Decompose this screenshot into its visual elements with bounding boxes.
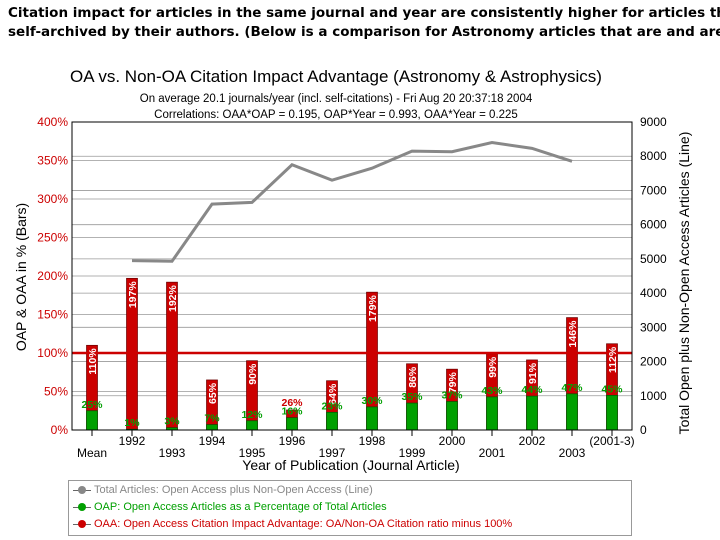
axes: 0% 50% 100% 150% 200% 250% 300% 350% 400% 0 1000 20… <box>37 115 667 460</box>
oap-data-label: 3% <box>164 416 180 428</box>
y-tick-left: 400% <box>37 115 68 129</box>
legend-label-total: Total Articles: Open Access plus Non-Ope… <box>94 483 373 496</box>
y-tick-right: 1000 <box>640 389 667 403</box>
x-tick-label: 2001 <box>479 446 506 460</box>
oap-data-label: 43% <box>481 385 503 397</box>
oap-data-label: 1% <box>124 417 140 429</box>
y-tick-left: 250% <box>37 231 68 245</box>
y-tick-left: 300% <box>37 192 68 206</box>
headline-line-2: self-archived by their authors. (Below i… <box>8 24 720 40</box>
oap-data-label: 47% <box>561 382 583 394</box>
legend-swatch-oaa <box>73 518 91 530</box>
x-tick-label: 1997 <box>319 446 346 460</box>
x-tick-label: 1993 <box>159 446 186 460</box>
legend-label-oap: OAP: Open Access Articles as a Percentag… <box>94 500 387 513</box>
legend: Total Articles: Open Access plus Non-Ope… <box>68 480 632 536</box>
y-tick-right: 0 <box>640 423 647 437</box>
oap-bar <box>406 402 418 431</box>
legend-item-oap: OAP: Open Access Articles as a Percentag… <box>69 498 631 515</box>
legend-item-oaa: OAA: Open Access Citation Impact Advanta… <box>69 515 631 532</box>
y-tick-right: 8000 <box>640 149 667 163</box>
oap-bar <box>366 406 378 431</box>
chart-title: OA vs. Non-OA Citation Impact Advantage … <box>70 67 602 86</box>
oaa-data-label: 197% <box>127 281 139 309</box>
chart-subtitle-1: On average 20.1 journals/year (incl. sel… <box>140 93 533 105</box>
oap-data-label: 44% <box>521 384 543 396</box>
x-tick-label: 2000 <box>439 434 466 448</box>
oap-data-label: 37% <box>441 390 463 402</box>
y-tick-left: 100% <box>37 346 68 360</box>
oaa-data-label: 112% <box>607 346 619 373</box>
y-tick-right: 2000 <box>640 355 667 369</box>
oaa-data-label: 26% <box>281 397 303 409</box>
oaa-data-label: 79% <box>447 372 459 394</box>
oaa-data-label: 99% <box>487 356 499 378</box>
x-tick-label: 1999 <box>399 446 426 460</box>
oap-data-label: 35% <box>401 391 423 403</box>
x-tick-label: (2001-3) <box>589 434 634 448</box>
oap-data-label: 23% <box>321 400 343 412</box>
y-tick-right: 5000 <box>640 252 667 266</box>
legend-item-total: Total Articles: Open Access plus Non-Ope… <box>69 481 631 498</box>
legend-swatch-oap <box>73 501 91 513</box>
x-axis-label: Year of Publication (Journal Article) <box>242 457 459 473</box>
oaa-data-label: 192% <box>167 285 179 313</box>
oap-bar <box>246 420 258 431</box>
oap-bar <box>446 401 458 431</box>
oap-data-label: 25% <box>81 399 103 411</box>
total-articles-polyline <box>131 141 573 263</box>
oaa-data-label: 146% <box>567 320 579 348</box>
oap-bar <box>326 411 338 431</box>
x-tick-label: 1998 <box>359 434 386 448</box>
y-tick-left: 50% <box>44 385 68 399</box>
x-tick-label: 2002 <box>519 434 546 448</box>
y-tick-right: 9000 <box>640 115 667 129</box>
oap-bar <box>206 424 218 431</box>
oaa-data-label: 64% <box>327 383 339 405</box>
x-tick-label: 1992 <box>119 434 146 448</box>
oap-data-label: 45% <box>601 383 623 395</box>
y-axis-label-left: OAP & OAA in % (Bars) <box>13 203 29 351</box>
oap-bar <box>86 410 98 431</box>
data-labels: 110% 197% 192% 65% 90% 26% 64% 179% 86% 79% 99% 91%… <box>81 281 623 430</box>
oaa-data-label: 86% <box>407 366 419 388</box>
oaa-data-label: 65% <box>207 382 219 404</box>
y-tick-right: 7000 <box>640 183 667 197</box>
plot-frame <box>71 121 633 431</box>
y-tick-right: 3000 <box>640 320 667 334</box>
oap-bar <box>606 395 618 431</box>
y-tick-right: 6000 <box>640 218 667 232</box>
y-tick-left: 350% <box>37 154 68 168</box>
oap-data-label: 7% <box>204 413 220 425</box>
x-tick-label: Mean <box>77 446 107 460</box>
oaa-data-label: 91% <box>527 362 539 384</box>
oaa-data-label: 110% <box>87 348 99 375</box>
oaa-data-label: 179% <box>367 295 379 323</box>
y-tick-left: 150% <box>37 308 68 322</box>
legend-label-oaa: OAA: Open Access Citation Impact Advanta… <box>94 517 513 530</box>
x-tick-label: 1994 <box>199 434 226 448</box>
oap-bar <box>486 396 498 431</box>
total-articles-line <box>131 141 573 263</box>
x-tick-label: 1996 <box>279 434 306 448</box>
x-tick-label: 2003 <box>559 446 586 460</box>
oap-bar <box>286 417 298 431</box>
chart-subtitle-2: Correlations: OAA*OAP = 0.195, OAP*Year … <box>154 109 518 121</box>
x-tick-label: 1995 <box>239 446 266 460</box>
oaa-data-label: 90% <box>247 363 259 385</box>
legend-swatch-total <box>73 484 91 496</box>
headline-line-1: Citation impact for articles in the same… <box>8 5 720 21</box>
oap-bar <box>566 393 578 431</box>
y-tick-left: 0% <box>51 423 69 437</box>
gridlines <box>72 121 632 431</box>
headline: Citation impact for articles in the same… <box>8 4 720 42</box>
y-tick-right: 4000 <box>640 286 667 300</box>
oap-bar <box>526 395 538 431</box>
oap-data-label: 30% <box>361 395 383 407</box>
oap-data-label: 16% <box>281 406 303 418</box>
y-axis-label-right: Total Open plus Non-Open Access Articles… <box>676 132 692 435</box>
y-tick-left: 200% <box>37 269 68 283</box>
oap-data-label: 12% <box>241 409 263 421</box>
